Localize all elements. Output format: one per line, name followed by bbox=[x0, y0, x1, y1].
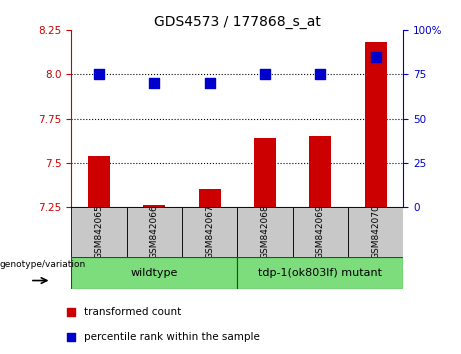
Text: GSM842070: GSM842070 bbox=[371, 205, 380, 259]
Bar bbox=[254, 138, 276, 207]
Bar bbox=[88, 156, 110, 207]
Point bbox=[67, 334, 75, 339]
Bar bbox=[143, 205, 165, 207]
Bar bbox=[237, 257, 403, 289]
Point bbox=[95, 72, 103, 77]
Text: GSM842068: GSM842068 bbox=[260, 205, 270, 259]
Text: percentile rank within the sample: percentile rank within the sample bbox=[84, 332, 260, 342]
Bar bbox=[237, 207, 293, 257]
Text: genotype/variation: genotype/variation bbox=[0, 260, 86, 269]
Text: tdp-1(ok803lf) mutant: tdp-1(ok803lf) mutant bbox=[259, 268, 382, 278]
Point bbox=[372, 54, 379, 59]
Bar bbox=[293, 207, 348, 257]
Bar bbox=[309, 136, 331, 207]
Title: GDS4573 / 177868_s_at: GDS4573 / 177868_s_at bbox=[154, 15, 321, 29]
Point bbox=[67, 309, 75, 315]
Bar bbox=[127, 207, 182, 257]
Bar bbox=[182, 207, 237, 257]
Bar bbox=[365, 42, 387, 207]
Text: transformed count: transformed count bbox=[84, 307, 181, 318]
Bar bbox=[199, 189, 221, 207]
Bar bbox=[71, 257, 237, 289]
Text: GSM842066: GSM842066 bbox=[150, 205, 159, 259]
Bar bbox=[71, 207, 127, 257]
Point bbox=[317, 72, 324, 77]
Text: GSM842065: GSM842065 bbox=[95, 205, 104, 259]
Point bbox=[261, 72, 269, 77]
Text: wildtype: wildtype bbox=[131, 268, 178, 278]
Bar bbox=[348, 207, 403, 257]
Text: GSM842067: GSM842067 bbox=[205, 205, 214, 259]
Point bbox=[151, 80, 158, 86]
Text: GSM842069: GSM842069 bbox=[316, 205, 325, 259]
Point bbox=[206, 80, 213, 86]
